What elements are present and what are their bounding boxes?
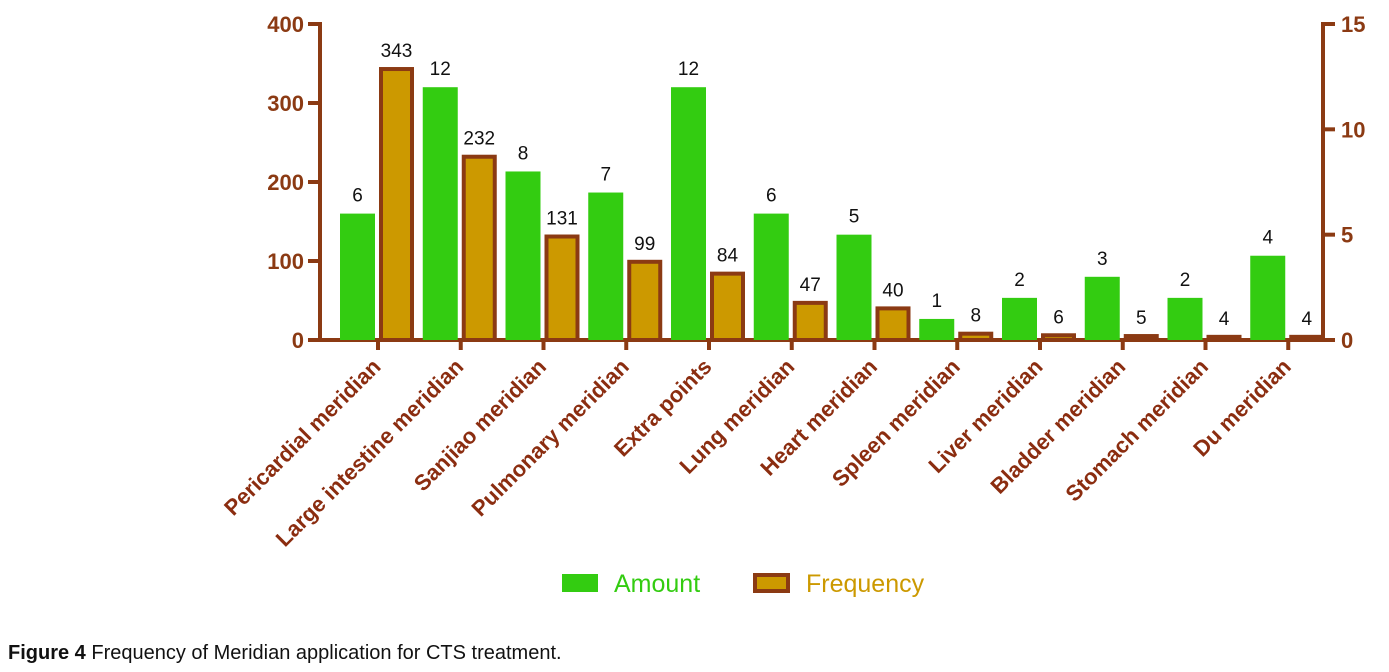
figure-caption: Figure 4 Frequency of Meridian applicati… xyxy=(8,642,562,665)
legend: Amount Frequency xyxy=(562,570,925,598)
amount-data-label: 2 xyxy=(1180,270,1191,291)
category-label: Stomach meridian xyxy=(1060,354,1213,507)
amount-data-label: 7 xyxy=(600,165,611,186)
amount-bar xyxy=(340,213,375,340)
amount-bar xyxy=(671,87,706,340)
figure-caption-text: Frequency of Meridian application for CT… xyxy=(85,642,562,664)
frequency-data-label: 99 xyxy=(634,234,655,255)
frequency-bar xyxy=(627,259,663,343)
frequency-data-label: 4 xyxy=(1301,309,1312,330)
frequency-bar xyxy=(461,154,497,342)
right-tick-label: 5 xyxy=(1341,223,1353,248)
amount-data-label: 8 xyxy=(518,143,529,164)
amount-data-label: 12 xyxy=(430,59,451,80)
amount-bar xyxy=(1002,297,1037,340)
amount-bar xyxy=(1167,297,1203,340)
frequency-bar xyxy=(875,306,911,342)
amount-bar xyxy=(753,213,789,340)
frequency-data-label: 232 xyxy=(463,129,495,150)
amount-bar xyxy=(588,192,624,340)
amount-data-label: 6 xyxy=(352,186,363,207)
left-tick-label: 300 xyxy=(267,91,304,116)
amount-data-label: 12 xyxy=(678,59,699,80)
amount-data-label: 5 xyxy=(849,207,860,228)
legend-amount-label: Amount xyxy=(614,570,700,598)
left-tick-label: 100 xyxy=(267,249,304,274)
left-tick-label: 400 xyxy=(267,12,304,37)
legend-frequency-swatch xyxy=(753,573,790,593)
frequency-data-label: 6 xyxy=(1053,307,1064,328)
data-labels: 6 343 12 232 8 131 7 99 12 84 6 47 5 40 1 8 2 6 3 5 2 4 4 4 xyxy=(352,41,1312,330)
frequency-bar xyxy=(379,67,414,342)
frequency-data-label: 131 xyxy=(546,209,578,230)
right-tick-label: 10 xyxy=(1341,117,1365,142)
amount-data-label: 6 xyxy=(766,186,777,207)
frequency-bar xyxy=(792,300,828,342)
legend-amount-swatch xyxy=(562,574,598,592)
frequency-bar xyxy=(544,234,580,342)
amount-data-label: 3 xyxy=(1097,249,1108,270)
frequency-data-label: 8 xyxy=(970,306,981,327)
bars xyxy=(340,67,1325,343)
right-tick-label: 0 xyxy=(1341,328,1353,353)
amount-data-label: 1 xyxy=(931,291,942,312)
legend-frequency-label: Frequency xyxy=(806,570,925,598)
amount-bar xyxy=(1250,255,1286,340)
frequency-data-label: 343 xyxy=(381,41,413,62)
frequency-bar xyxy=(1289,334,1325,342)
left-tick-label: 0 xyxy=(292,328,304,353)
left-tick-label: 200 xyxy=(267,170,304,195)
category-label: Pulmonary meridian xyxy=(467,354,634,521)
frequency-data-label: 5 xyxy=(1136,308,1147,329)
frequency-bar xyxy=(1206,334,1242,342)
frequency-data-label: 4 xyxy=(1219,309,1230,330)
frequency-data-label: 47 xyxy=(800,275,821,296)
frequency-data-label: 40 xyxy=(882,280,903,301)
amount-data-label: 2 xyxy=(1014,270,1025,291)
category-label: Pericardial meridian xyxy=(219,354,385,520)
amount-bar xyxy=(836,234,872,340)
frequency-bar xyxy=(958,331,994,342)
frequency-data-label: 84 xyxy=(717,246,739,267)
frequency-bar xyxy=(1123,334,1159,342)
amount-bar xyxy=(919,318,955,340)
frequency-bar xyxy=(710,271,745,343)
amount-bar xyxy=(505,171,541,340)
right-tick-label: 15 xyxy=(1341,12,1365,37)
amount-bar xyxy=(422,87,458,340)
amount-data-label: 4 xyxy=(1262,228,1273,249)
amount-bar xyxy=(1084,276,1120,340)
figure-caption-label: Figure 4 xyxy=(8,642,86,664)
frequency-bar xyxy=(1041,333,1076,343)
